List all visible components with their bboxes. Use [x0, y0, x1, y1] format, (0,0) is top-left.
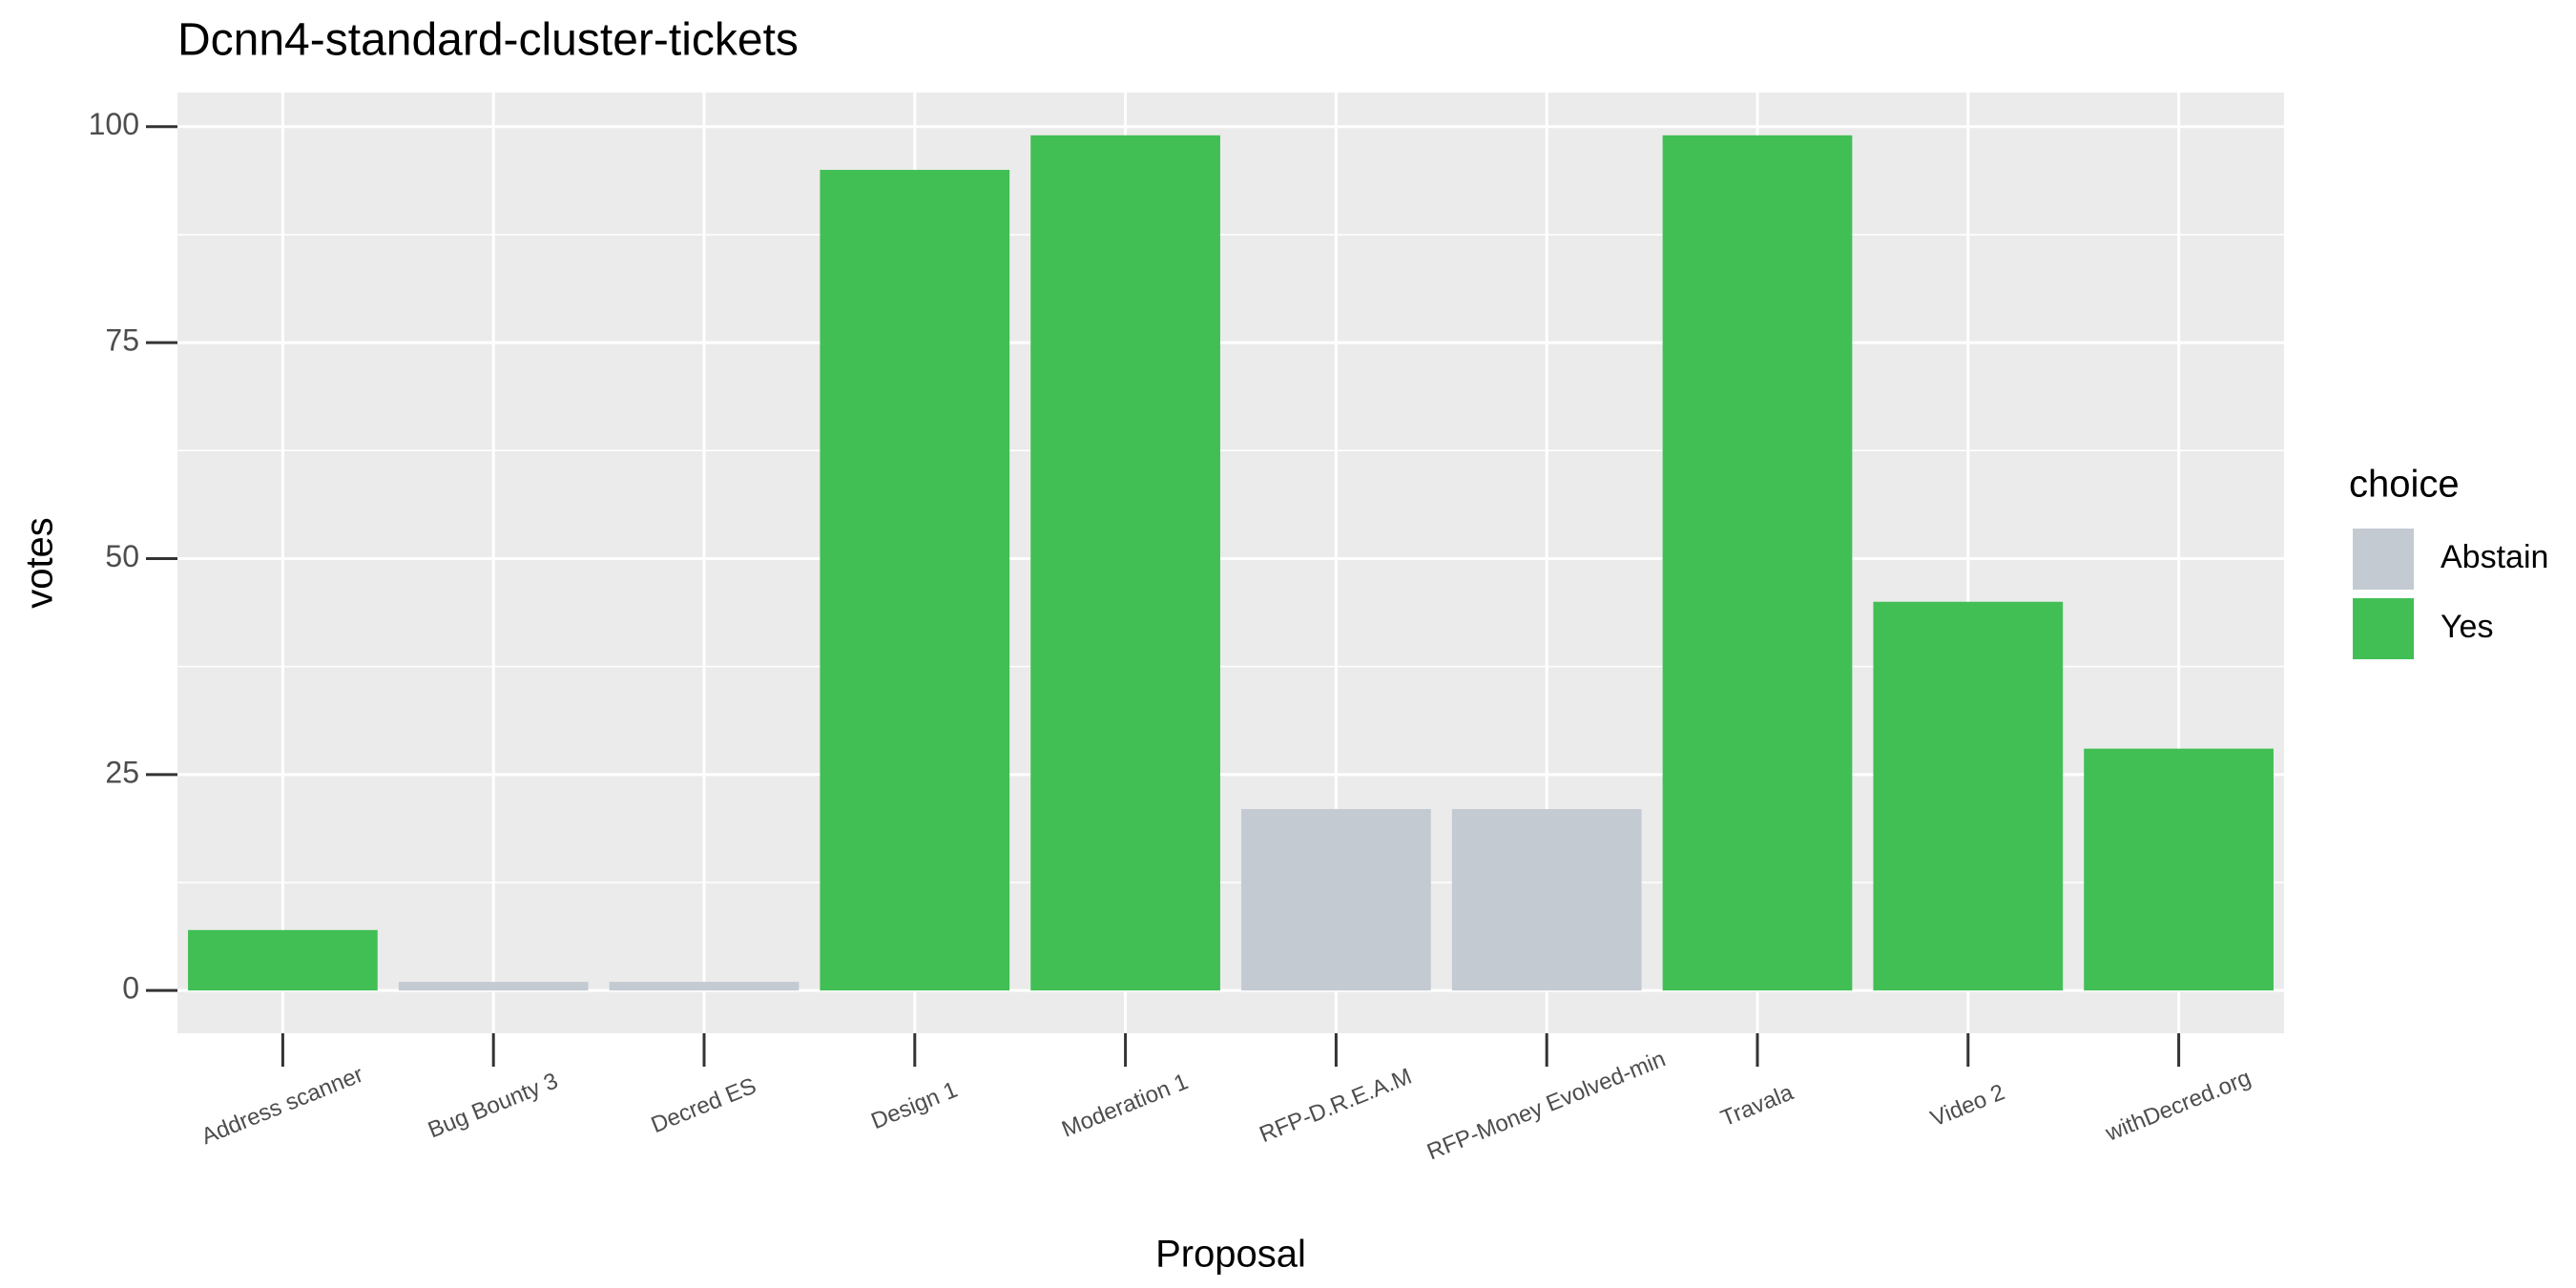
y-tick-label: 0 — [122, 971, 139, 1006]
bar — [188, 929, 378, 991]
bar — [1030, 135, 1220, 991]
legend-key — [2351, 527, 2416, 592]
legend-label: Abstain — [2441, 539, 2548, 575]
y-axis-title: votes — [19, 517, 61, 609]
y-tick-label: 100 — [89, 107, 139, 141]
legend-key — [2351, 596, 2416, 661]
bar — [1241, 809, 1431, 991]
x-axis-title: Proposal — [1155, 1234, 1306, 1276]
bar — [2084, 748, 2274, 991]
legend-label: Yes — [2441, 609, 2493, 645]
bar — [1873, 601, 2064, 991]
bar — [1662, 135, 1853, 991]
bar — [609, 982, 800, 991]
bar — [1451, 809, 1642, 991]
y-tick-label: 75 — [105, 323, 139, 358]
y-tick-label: 50 — [105, 539, 139, 573]
bar — [398, 982, 589, 991]
bar — [820, 170, 1010, 991]
chart-title: Dcnn4-standard-cluster-tickets — [177, 15, 799, 66]
legend-title: choice — [2349, 464, 2460, 506]
y-tick-label: 25 — [105, 755, 139, 789]
